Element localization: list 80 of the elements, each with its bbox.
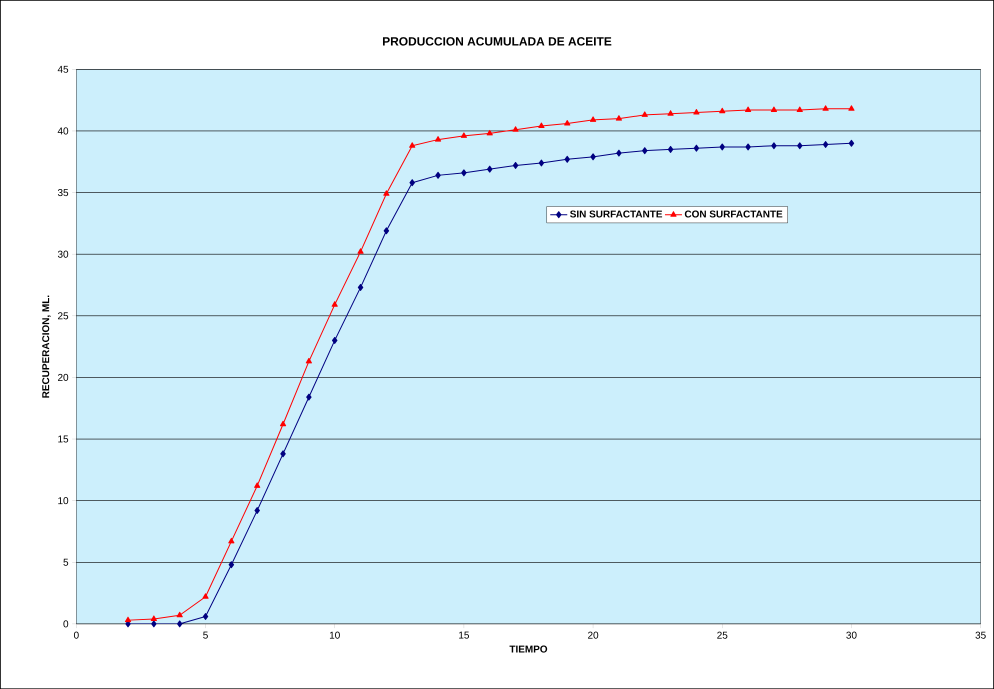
point: [616, 150, 622, 157]
legend-label: SIN SURFACTANTE: [570, 210, 662, 218]
point: [254, 506, 260, 514]
point: [694, 144, 700, 152]
point: [332, 336, 338, 344]
point: [306, 358, 312, 364]
point: [434, 136, 442, 142]
point: [384, 227, 390, 234]
point: [486, 166, 492, 173]
x-tick-label: 20: [588, 632, 598, 639]
y-tick-label: 25: [58, 312, 68, 320]
point: [460, 132, 467, 138]
point: [848, 105, 855, 111]
point: [822, 105, 829, 111]
point: [280, 450, 286, 458]
y-tick-label: 15: [58, 435, 68, 442]
point: [409, 179, 415, 186]
point: [590, 116, 596, 122]
point: [332, 301, 338, 307]
point: [667, 110, 674, 116]
point: [176, 620, 182, 628]
point: [642, 111, 648, 117]
y-tick-label: 20: [58, 374, 68, 381]
point: [642, 147, 648, 154]
point: [771, 142, 777, 150]
point: [564, 120, 570, 126]
point: [745, 106, 752, 112]
point: [720, 143, 726, 150]
x-tick-label: 5: [203, 632, 208, 638]
x-tick-label: 30: [846, 632, 857, 639]
point: [797, 142, 803, 150]
point: [461, 169, 467, 176]
chart-title: PRODUCCION ACUMULADA DE ACEITE: [382, 37, 612, 46]
point: [512, 162, 518, 169]
x-tick-label: 10: [330, 632, 340, 639]
point: [254, 482, 260, 488]
y-tick-label: 10: [58, 497, 68, 504]
point: [383, 190, 390, 196]
point: [538, 122, 544, 128]
y-tick-label: 0: [63, 620, 68, 628]
point: [202, 612, 208, 620]
x-tick-label: 35: [975, 632, 986, 639]
y-tick-label: 40: [58, 127, 68, 134]
point: [796, 106, 803, 112]
point: [486, 130, 493, 136]
point: [719, 108, 726, 114]
y-tick-label: 35: [58, 188, 68, 196]
x-tick-label: 0: [74, 632, 79, 639]
point: [150, 615, 157, 621]
y-tick-label: 5: [63, 558, 68, 566]
legend-label: CON SURFACTANTE: [684, 210, 782, 218]
point: [668, 146, 674, 153]
point: [564, 156, 570, 163]
point: [202, 593, 209, 599]
x-tick-label: 15: [459, 632, 470, 638]
point: [176, 612, 183, 618]
point: [306, 394, 312, 401]
point: [228, 538, 234, 544]
point: [357, 248, 364, 254]
point: [435, 172, 441, 179]
point: [124, 616, 132, 622]
point: [538, 159, 544, 166]
point: [616, 115, 622, 121]
point: [228, 561, 234, 568]
point: [693, 108, 700, 114]
y-tick-label: 30: [58, 250, 68, 258]
x-axis-title: TIEMPO: [510, 645, 548, 652]
point: [358, 284, 364, 291]
point: [280, 420, 286, 426]
point: [822, 140, 828, 148]
y-axis-title: RECUPERACION, ML.: [42, 295, 51, 398]
point: [770, 106, 778, 112]
x-tick-label: 25: [717, 632, 728, 639]
point: [151, 620, 157, 628]
point: [512, 126, 519, 132]
point: [848, 140, 854, 147]
point: [590, 153, 596, 160]
y-tick-label: 45: [58, 66, 68, 73]
point: [745, 143, 751, 150]
point: [409, 142, 416, 148]
